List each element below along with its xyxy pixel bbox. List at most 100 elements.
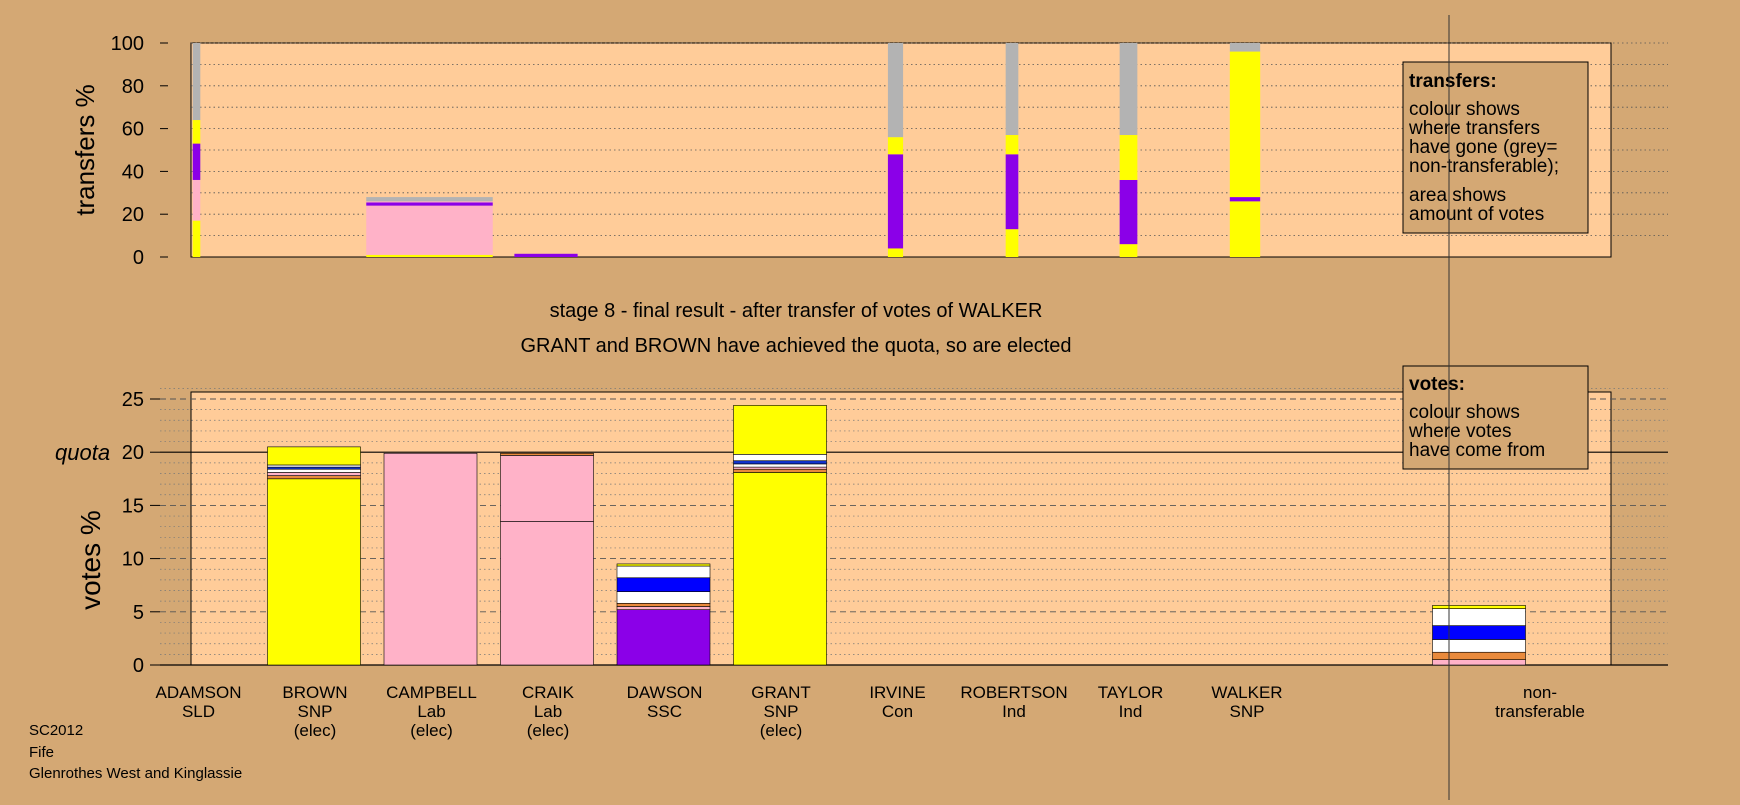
transfers-bar-segment [1229, 201, 1261, 257]
transfers-bar-segment [1229, 43, 1261, 52]
votes-note-box [1402, 365, 1589, 470]
transfers-bars [192, 43, 1261, 257]
votes-note-line-1: colour shows [1409, 402, 1520, 423]
votes-category-label: WALKER [1211, 683, 1282, 702]
transfers-bar-segment [192, 143, 201, 180]
votes-bar-segment [733, 466, 827, 470]
votes-bar-segment [1432, 651, 1526, 660]
votes-bar-segment [616, 602, 711, 607]
transfers-bar-segment [1005, 229, 1019, 257]
votes-category-label: (elec) [410, 721, 453, 740]
votes-category-label: IRVINE [869, 683, 925, 702]
votes-category-label: SSC [647, 702, 682, 721]
votes-bar-segment [733, 468, 827, 473]
votes-category-label: (elec) [294, 721, 337, 740]
votes-category-label: ADAMSON [156, 683, 242, 702]
votes-category-label: SLD [182, 702, 215, 721]
votes-note-title: votes: [1409, 374, 1465, 395]
votes-category-label: Ind [1119, 702, 1143, 721]
votes-bar-segment [267, 464, 361, 468]
transfers-bar-segment [887, 154, 904, 249]
votes-bar-segment [1432, 608, 1526, 626]
votes-y-tick-label: 25 [122, 389, 144, 411]
votes-bar-segment [616, 565, 711, 579]
transfers-note-line-3: have gone (grey= [1409, 137, 1557, 158]
votes-bar-segment [267, 466, 361, 470]
votes-bar-segment [733, 472, 827, 666]
transfers-note-box [1402, 61, 1589, 234]
votes-bar-segment [733, 405, 827, 455]
transfers-y-tick-label: 80 [122, 76, 144, 98]
transfers-bar-segment [1005, 43, 1019, 136]
votes-bar-segment [500, 452, 594, 456]
votes-category-label: DAWSON [627, 683, 703, 702]
transfers-y-tick-label: 100 [111, 33, 144, 55]
transfers-bar-segment [366, 254, 493, 257]
transfers-y-ticks: 0 20 40 60 80 100 [111, 33, 168, 269]
chart-title-line-1: stage 8 - final result - after transfer … [550, 300, 1043, 322]
votes-bar-segment [1432, 659, 1526, 666]
votes-bar-segment [616, 563, 711, 567]
votes-category-label: Ind [1002, 702, 1026, 721]
votes-bar-segment [733, 463, 827, 468]
votes-bar-segment [267, 468, 361, 473]
votes-category-label: CAMPBELL [386, 683, 477, 702]
votes-bar-segment [616, 577, 711, 592]
transfers-bar-segment [1005, 154, 1019, 230]
votes-bar-segment [733, 460, 827, 465]
footer-line-2: Fife [29, 744, 55, 761]
transfers-bar-segment [192, 220, 201, 257]
votes-category-label: SNP [298, 702, 333, 721]
transfers-note-line-5: area shows [1409, 185, 1506, 206]
votes-note-line-3: have come from [1409, 440, 1545, 461]
transfers-bar-segment [366, 197, 493, 202]
votes-bar-segment [616, 609, 711, 666]
votes-category-label: (elec) [760, 721, 803, 740]
transfers-bar-segment [1119, 244, 1138, 257]
transfers-y-tick-label: 0 [133, 247, 144, 269]
votes-y-tick-label: 0 [133, 655, 144, 677]
transfers-bar-segment [514, 253, 578, 257]
transfers-bar-segment [192, 179, 201, 221]
votes-y-tick-label: 20 [122, 442, 144, 464]
transfers-bar-segment [192, 120, 201, 144]
votes-bar-segment [383, 452, 478, 666]
votes-category-label: Lab [534, 702, 562, 721]
transfers-bar-segment [366, 205, 493, 255]
transfers-note-line-4: non-transferable); [1409, 156, 1559, 177]
transfers-y-tick-label: 60 [122, 119, 144, 141]
transfers-bar-segment [887, 248, 904, 257]
votes-category-label: CRAIK [522, 683, 575, 702]
transfers-y-tick-label: 20 [122, 204, 144, 226]
transfers-bar-segment [1119, 43, 1138, 136]
votes-bar-segment [733, 454, 827, 462]
votes-category-label: TAYLOR [1098, 683, 1164, 702]
votes-bar-segment [1432, 605, 1526, 609]
votes-category-label: Con [882, 702, 913, 721]
votes-bar-segment [1432, 639, 1526, 653]
votes-bar-segment [500, 455, 594, 522]
votes-y-ticks: 0 5 10 15 20 25 [122, 389, 160, 677]
transfers-bar-segment [1229, 51, 1261, 198]
footer-line-1: SC2012 [29, 722, 84, 739]
votes-category-label: Lab [417, 702, 445, 721]
votes-note-line-2: where votes [1408, 421, 1511, 442]
transfers-bar-segment [366, 201, 493, 203]
transfers-note-line-6: amount of votes [1409, 204, 1544, 225]
footer-line-3: Glenrothes West and Kinglassie [29, 765, 243, 782]
transfers-bar-segment [366, 202, 493, 206]
votes-y-tick-label: 15 [122, 495, 144, 517]
transfers-bar-segment [1119, 179, 1138, 245]
votes-bar-segment [267, 475, 361, 480]
votes-y-axis-label: votes % [75, 510, 106, 610]
votes-bar-segment [1432, 625, 1526, 640]
votes-bar-segment [500, 521, 594, 666]
transfers-bar-segment [192, 43, 201, 121]
votes-y-tick-label: 5 [133, 602, 144, 624]
votes-bar-segment [267, 446, 361, 466]
votes-category-label: BROWN [282, 683, 347, 702]
votes-bar-segment [616, 606, 711, 610]
quota-label: quota [55, 440, 110, 465]
